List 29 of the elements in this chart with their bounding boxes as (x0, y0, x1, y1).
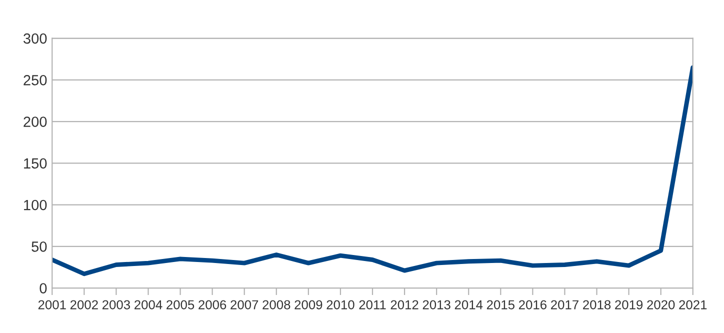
x-tick-label: 2010 (326, 300, 354, 310)
y-tick-label: 100 (24, 200, 47, 210)
x-tick-label: 2018 (583, 300, 611, 310)
x-tick-label: 2016 (518, 300, 546, 310)
x-tick-label: 2004 (134, 300, 162, 310)
x-tick-label: 2001 (38, 300, 66, 310)
y-tick-label: 250 (24, 75, 47, 86)
x-tick-label: 2012 (390, 300, 418, 310)
y-tick-label: 200 (24, 116, 47, 127)
x-tick-label: 2011 (359, 300, 386, 310)
x-tick-label: 2014 (454, 300, 483, 310)
x-tick-label: 2002 (70, 300, 98, 310)
x-tick-label: 2017 (551, 300, 578, 310)
x-tick-label: 2020 (647, 300, 675, 310)
x-tick-label: 2008 (262, 300, 290, 310)
x-tick-label: 2019 (615, 300, 643, 310)
x-tick-label: 2013 (422, 300, 450, 310)
y-tick-label: 150 (24, 158, 47, 169)
y-tick-label: 300 (23, 33, 47, 44)
x-tick-label: 2021 (679, 300, 707, 310)
x-tick-label: 2009 (294, 300, 322, 310)
y-tick-label: 0 (40, 283, 47, 294)
x-tick-label: 2006 (198, 300, 226, 310)
line-series (52, 65, 693, 276)
y-tick-label: 50 (32, 242, 47, 252)
x-tick-label: 2007 (230, 300, 258, 310)
x-tick-label: 2005 (166, 300, 194, 310)
x-tick-label: 2003 (102, 300, 130, 310)
x-tick-label: 2015 (486, 300, 514, 310)
